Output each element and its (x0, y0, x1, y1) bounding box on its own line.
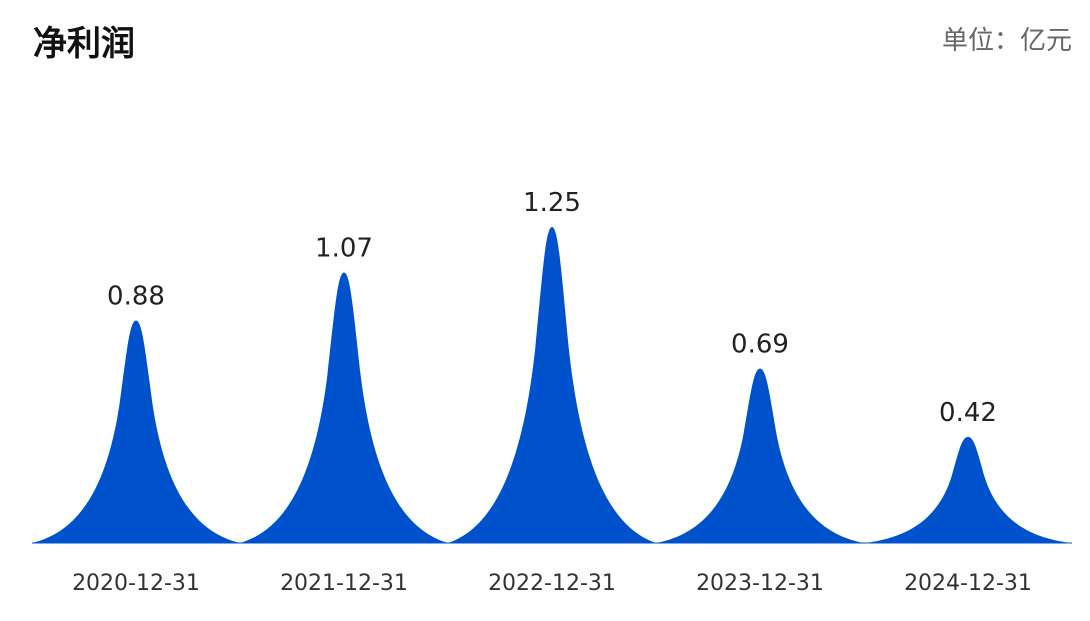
unit-label: 单位：亿元 (941, 26, 1072, 56)
value-label-1: 0.88 (107, 282, 165, 312)
x-tick-label-1: 2020-12-31 (72, 571, 200, 596)
value-label-5: 0.42 (939, 398, 997, 428)
bar-peak-2 (240, 272, 448, 543)
chart-title: 净利润 (33, 24, 135, 64)
bar-peak-5 (864, 436, 1072, 543)
bar-peak-4 (656, 368, 864, 543)
bar-peak-1 (32, 320, 240, 543)
value-label-3: 1.25 (523, 188, 581, 218)
x-tick-label-4: 2023-12-31 (696, 571, 824, 596)
bar-peak-3 (448, 227, 656, 543)
x-tick-label-3: 2022-12-31 (488, 571, 616, 596)
x-tick-label-2: 2021-12-31 (280, 571, 408, 596)
x-tick-label-5: 2024-12-31 (904, 571, 1032, 596)
value-label-4: 0.69 (731, 330, 789, 360)
value-label-2: 1.07 (315, 234, 373, 264)
